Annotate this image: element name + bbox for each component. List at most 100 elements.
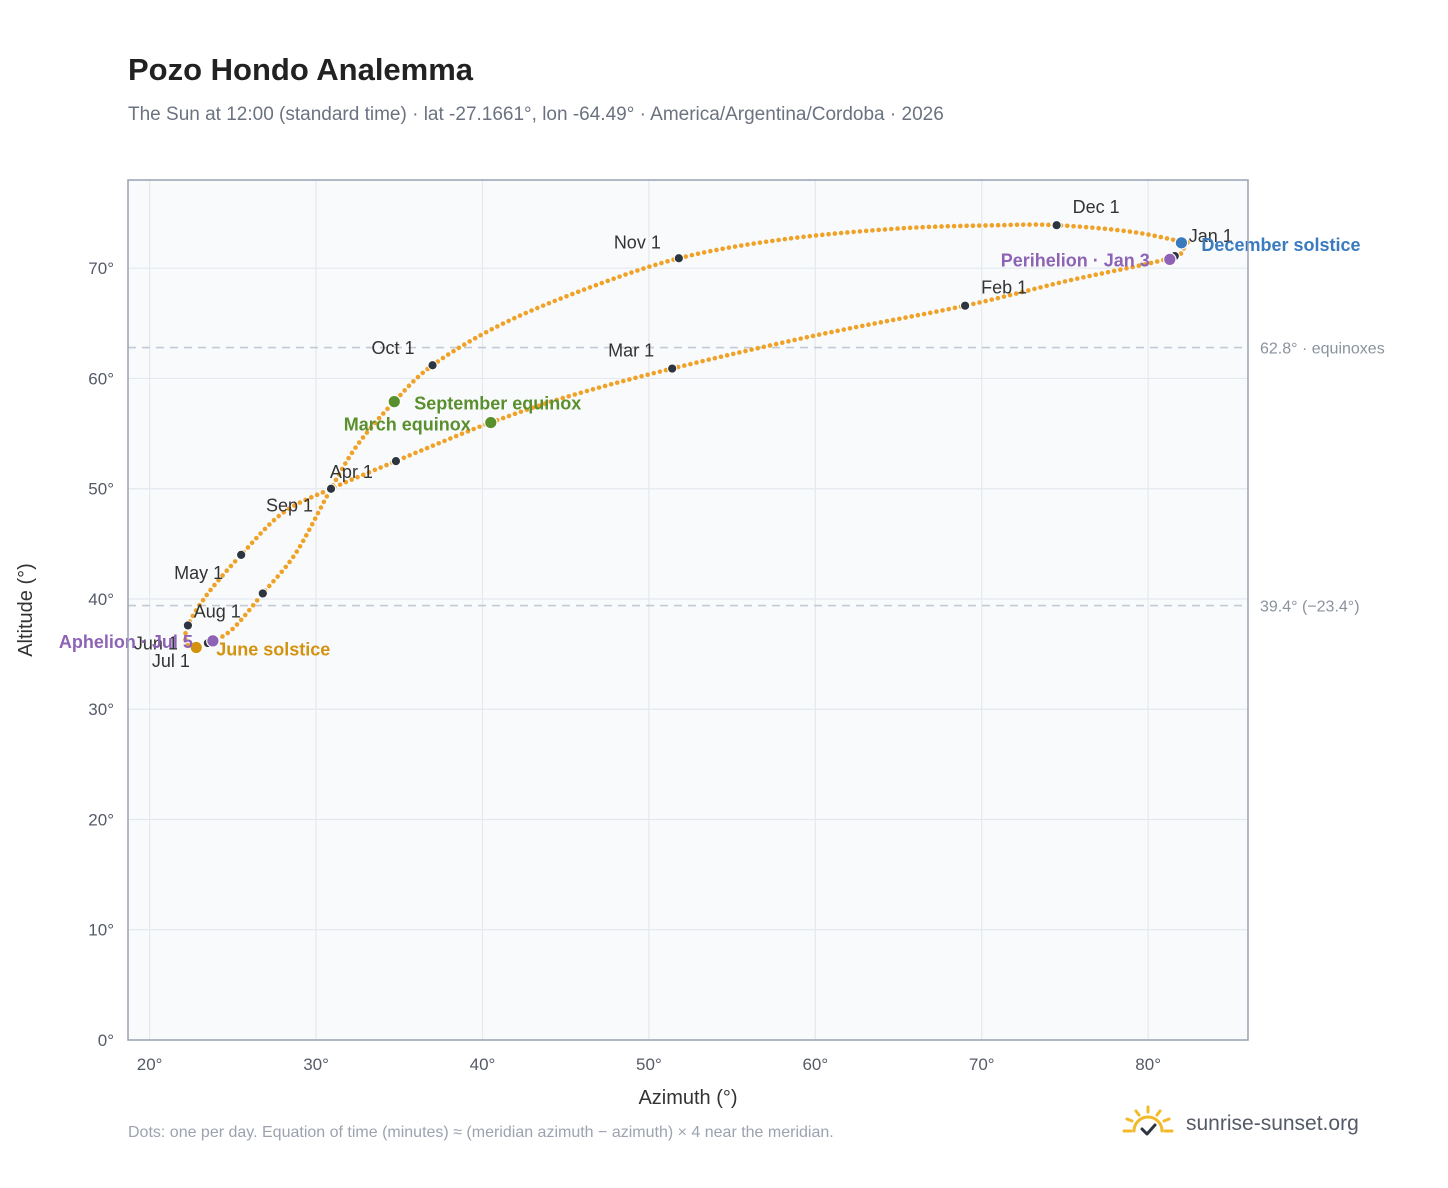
day-dot <box>360 472 366 478</box>
day-dot <box>560 395 566 401</box>
day-dot <box>1074 276 1080 281</box>
x-tick-label: 30° <box>303 1055 329 1074</box>
day-dot <box>1007 292 1013 298</box>
day-dot <box>773 341 779 347</box>
day-dot <box>1158 234 1164 240</box>
day-dot <box>876 227 882 233</box>
x-tick-label: 70° <box>969 1055 995 1074</box>
month-label: Jul 1 <box>152 651 190 671</box>
day-dot <box>695 251 701 257</box>
month-marker <box>325 483 337 494</box>
month-label: Feb 1 <box>981 278 1027 298</box>
day-dot <box>1013 291 1019 296</box>
day-dot <box>324 494 330 499</box>
day-dot <box>657 369 663 374</box>
month-marker <box>673 253 684 264</box>
day-dot <box>792 337 797 343</box>
month-marker <box>427 360 438 371</box>
day-dot <box>360 435 366 440</box>
day-dot <box>763 239 769 245</box>
day-dot <box>1102 226 1108 232</box>
event-marker <box>1174 236 1189 250</box>
day-dot <box>440 355 446 361</box>
day-dot <box>564 293 569 299</box>
day-dot <box>402 388 407 393</box>
day-dot <box>1148 260 1154 266</box>
analemma-path <box>183 222 1190 650</box>
day-dot <box>1146 232 1151 237</box>
day-dot <box>1008 222 1013 228</box>
day-dot <box>590 387 596 392</box>
month-label: Apr 1 <box>330 462 373 482</box>
y-tick-label: 20° <box>88 810 114 829</box>
day-dot <box>297 543 303 549</box>
day-dot <box>1001 294 1007 299</box>
day-dot <box>266 583 272 589</box>
day-dot <box>755 345 761 351</box>
day-dot <box>529 308 534 313</box>
day-dot <box>472 335 478 341</box>
day-dot <box>708 248 713 254</box>
day-dot <box>1111 268 1117 274</box>
day-dot <box>882 227 888 232</box>
day-dot <box>1064 223 1070 229</box>
event-label: Aphelion · Jul 5 <box>59 632 193 652</box>
day-dot <box>915 312 921 318</box>
day-dot <box>608 382 614 387</box>
day-dot <box>552 298 558 304</box>
day-dot <box>287 559 292 565</box>
day-dot <box>921 311 927 317</box>
day-dot <box>1152 233 1157 239</box>
day-dot <box>724 353 730 358</box>
day-dot <box>366 470 372 475</box>
day-dot <box>246 607 252 613</box>
day-dot <box>633 375 638 381</box>
day-dot <box>788 236 794 241</box>
day-dot <box>321 499 327 505</box>
day-dot <box>572 392 578 397</box>
day-dot <box>909 314 915 319</box>
day-dot <box>641 266 646 271</box>
day-dot <box>512 315 517 321</box>
brand-logo[interactable]: sunrise-sunset.org <box>1120 1102 1359 1146</box>
day-dot <box>333 477 339 483</box>
day-dot <box>1130 264 1135 270</box>
day-dot <box>683 254 689 259</box>
day-dot <box>964 223 969 229</box>
day-dot <box>411 379 416 384</box>
day-dot <box>804 334 810 340</box>
day-dot <box>546 300 552 306</box>
day-dot <box>224 568 230 574</box>
day-dot <box>866 322 871 328</box>
day-dot <box>471 426 476 432</box>
day-dot <box>349 450 355 456</box>
day-dot <box>517 313 523 318</box>
day-dot <box>1081 275 1086 280</box>
x-tick-label: 40° <box>470 1055 496 1074</box>
day-dot <box>1096 225 1101 231</box>
day-dot <box>1062 279 1068 284</box>
day-dot <box>448 436 453 441</box>
day-dot <box>1108 227 1114 232</box>
day-dot <box>971 301 976 307</box>
day-dot <box>934 309 939 314</box>
day-dot <box>689 252 695 258</box>
day-dot <box>903 315 908 320</box>
day-dot <box>820 232 825 238</box>
y-tick-label: 40° <box>88 590 114 609</box>
day-dot <box>343 479 349 485</box>
day-dot <box>700 358 705 364</box>
x-axis-label: Azimuth (°) <box>638 1087 737 1109</box>
plot-frame <box>127 179 1249 1041</box>
day-dot <box>1026 288 1031 293</box>
day-dot <box>254 535 259 541</box>
day-dot <box>841 327 847 332</box>
day-dot <box>232 559 238 564</box>
day-dot <box>951 223 957 229</box>
day-dot <box>372 420 378 426</box>
day-dot <box>200 597 206 603</box>
day-dot <box>581 287 587 292</box>
day-dot <box>623 272 628 277</box>
day-dot <box>234 622 240 627</box>
